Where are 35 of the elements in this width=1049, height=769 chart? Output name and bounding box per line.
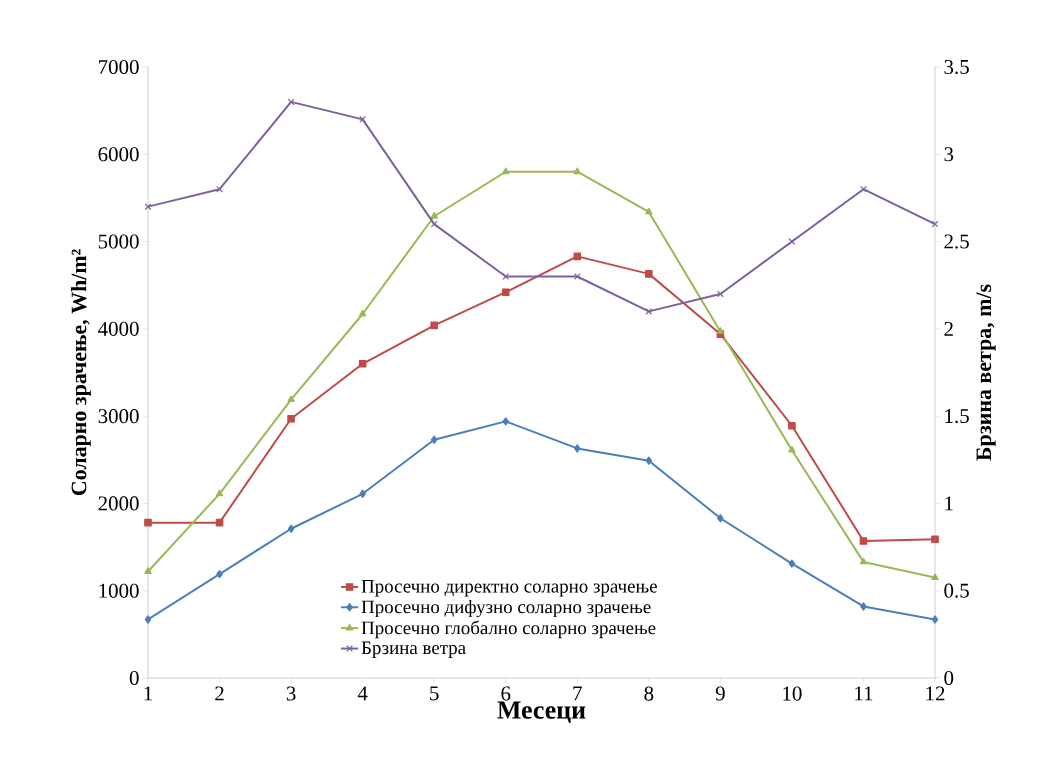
- y2-tick-label: 0: [944, 670, 954, 686]
- legend-label: Просечно дифузно соларно зрачење: [361, 599, 651, 618]
- x-tick-label: 4: [357, 686, 368, 701]
- x-tick-label: 9: [715, 686, 725, 701]
- y2-tick-label: 1.5: [945, 409, 969, 424]
- x-tick-label: 12: [926, 686, 945, 701]
- y-tick-label: 4000: [98, 321, 139, 336]
- legend-label: Брзина ветра: [361, 641, 466, 659]
- legend-label: Просечно глобално соларно зрачење: [361, 620, 656, 639]
- x-tick-label: 11: [855, 686, 873, 701]
- y-tick-label: 6000: [98, 147, 139, 162]
- x-tick-label: 2: [215, 686, 224, 701]
- y-tick-label: 1000: [99, 583, 139, 598]
- x-tick-label: 3: [286, 686, 296, 701]
- y2-tick-label: 1: [945, 496, 953, 511]
- x-tick-label: 5: [430, 686, 439, 701]
- y2-tick-label: 2: [944, 321, 953, 336]
- y-tick-label: 2000: [98, 496, 139, 511]
- y-tick-label: 5000: [98, 234, 139, 249]
- x-tick-label: 8: [644, 686, 654, 701]
- x-tick-label: 6: [501, 686, 511, 701]
- y2-axis-title: Брзина ветра, m/s: [976, 284, 996, 461]
- y-tick-label: 0: [129, 670, 139, 686]
- y-tick-label: 3000: [98, 409, 139, 424]
- x-axis-title: Месеци: [497, 701, 586, 723]
- x-tick-label: 10: [783, 686, 802, 701]
- legend-label: Просечно директно соларно зрачење: [361, 580, 657, 597]
- x-tick-label: 7: [573, 686, 582, 701]
- y-axis-title: Соларно зрачење, Wh/m²: [70, 249, 91, 496]
- x-tick-label: 1: [144, 686, 152, 701]
- y2-tick-label: 0.5: [944, 583, 969, 598]
- y-tick-label: 7000: [99, 59, 139, 75]
- y2-tick-label: 3: [944, 147, 954, 162]
- y2-tick-label: 2.5: [944, 234, 969, 249]
- y2-tick-label: 3.5: [944, 59, 969, 75]
